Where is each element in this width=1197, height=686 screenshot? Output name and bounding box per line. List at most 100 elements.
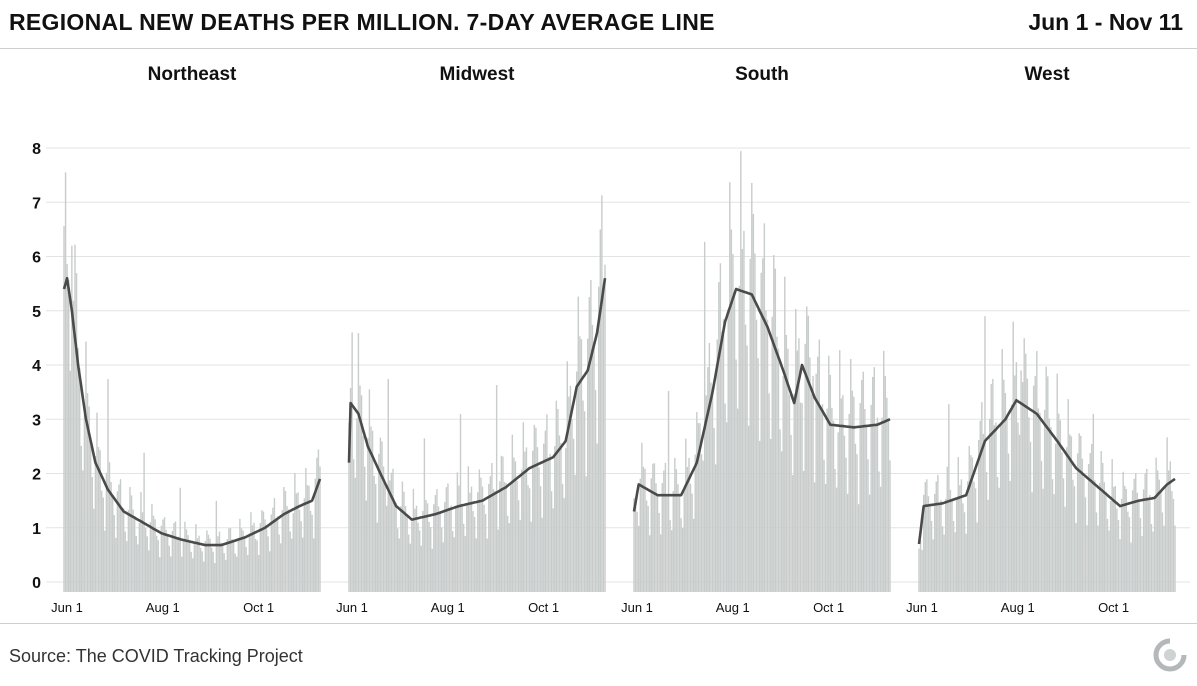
daily-bar	[168, 545, 170, 592]
daily-bar	[951, 498, 953, 592]
daily-bar	[453, 537, 455, 592]
daily-bar	[713, 427, 715, 592]
daily-bar	[793, 393, 795, 592]
daily-bar	[319, 466, 321, 592]
daily-bar	[861, 380, 863, 592]
daily-bar	[674, 457, 676, 592]
daily-bar	[932, 539, 934, 592]
daily-bar	[760, 272, 762, 592]
daily-bar	[987, 499, 989, 592]
daily-bar	[988, 418, 991, 592]
daily-bar	[220, 542, 222, 592]
daily-bar	[77, 348, 79, 592]
daily-bar	[1037, 408, 1040, 592]
daily-bar	[692, 518, 695, 592]
daily-bar	[829, 374, 832, 592]
daily-bar	[1120, 498, 1123, 592]
daily-bar	[381, 441, 383, 592]
daily-bar	[93, 508, 95, 592]
daily-bar	[411, 521, 413, 592]
daily-bar	[585, 476, 587, 592]
daily-bar	[804, 343, 806, 592]
daily-bar	[303, 498, 306, 592]
daily-bar	[1031, 492, 1033, 592]
daily-bar	[843, 435, 846, 592]
daily-bar	[195, 524, 197, 592]
x-tick-label: Jun 1	[336, 600, 368, 615]
daily-bar	[85, 341, 87, 592]
daily-bar	[702, 460, 704, 592]
daily-bar	[1161, 512, 1164, 592]
daily-bar	[1014, 375, 1016, 592]
daily-bar	[751, 182, 753, 592]
daily-bar	[1023, 338, 1025, 592]
daily-bar	[107, 379, 109, 592]
daily-bar	[302, 537, 304, 592]
daily-bar	[284, 490, 287, 592]
daily-bar	[1146, 468, 1148, 592]
daily-bar	[398, 538, 400, 592]
daily-bar	[166, 535, 169, 592]
daily-bar	[78, 368, 81, 592]
daily-bar	[806, 306, 808, 592]
daily-bar	[694, 454, 696, 592]
daily-bar	[719, 263, 722, 592]
daily-bar	[273, 498, 276, 592]
daily-bar	[1135, 473, 1137, 592]
daily-bar	[970, 455, 972, 592]
daily-bar	[862, 371, 865, 592]
daily-bar	[656, 496, 659, 592]
daily-bar	[295, 493, 298, 592]
daily-bar	[190, 551, 192, 592]
daily-bar	[267, 536, 269, 592]
covid-tracking-project-logo-icon	[1153, 638, 1187, 672]
daily-bar	[414, 508, 416, 592]
daily-bar	[129, 487, 131, 592]
daily-bar	[119, 479, 122, 592]
daily-bar	[417, 522, 419, 592]
daily-bar	[1043, 409, 1046, 592]
daily-bar	[557, 409, 559, 592]
daily-bar	[561, 483, 564, 592]
daily-bar	[502, 456, 504, 592]
daily-bar	[1067, 399, 1069, 592]
daily-bar	[1047, 376, 1049, 592]
daily-bar	[1153, 495, 1156, 592]
daily-bar	[879, 486, 882, 592]
daily-bar	[80, 445, 82, 592]
daily-bar	[552, 508, 554, 592]
daily-bar	[1169, 461, 1171, 592]
daily-bar	[590, 279, 592, 592]
daily-bar	[248, 533, 251, 592]
daily-bar	[524, 451, 526, 592]
daily-bar	[887, 418, 890, 592]
daily-bar	[470, 486, 473, 592]
daily-bar	[691, 493, 693, 592]
daily-bar	[919, 540, 922, 592]
daily-bar	[155, 535, 158, 592]
daily-bar	[746, 345, 748, 592]
daily-bar	[941, 526, 944, 592]
daily-bar	[1131, 490, 1134, 592]
daily-bar	[574, 475, 576, 592]
daily-bar	[207, 534, 210, 592]
daily-bar	[1032, 385, 1035, 592]
daily-bar	[667, 391, 670, 592]
daily-bar	[846, 493, 849, 592]
daily-bar	[1058, 413, 1060, 592]
daily-bar	[489, 476, 492, 592]
daily-bar	[1083, 477, 1085, 592]
daily-bar	[1139, 518, 1142, 592]
daily-bar	[89, 445, 92, 592]
daily-bar	[937, 475, 939, 592]
daily-bar	[776, 336, 778, 592]
seven-day-average-line	[632, 287, 891, 512]
daily-bar	[653, 463, 656, 592]
daily-bar	[856, 454, 858, 592]
daily-bar	[133, 516, 136, 592]
daily-bar	[594, 390, 597, 592]
daily-bar	[292, 513, 295, 592]
daily-bar	[433, 504, 435, 592]
daily-bar	[265, 528, 268, 592]
daily-bar	[225, 559, 227, 592]
